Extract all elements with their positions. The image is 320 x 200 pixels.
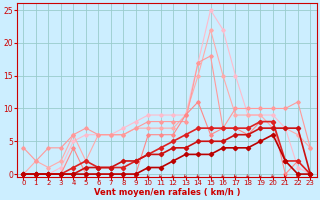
X-axis label: Vent moyen/en rafales ( km/h ): Vent moyen/en rafales ( km/h ) — [94, 188, 240, 197]
